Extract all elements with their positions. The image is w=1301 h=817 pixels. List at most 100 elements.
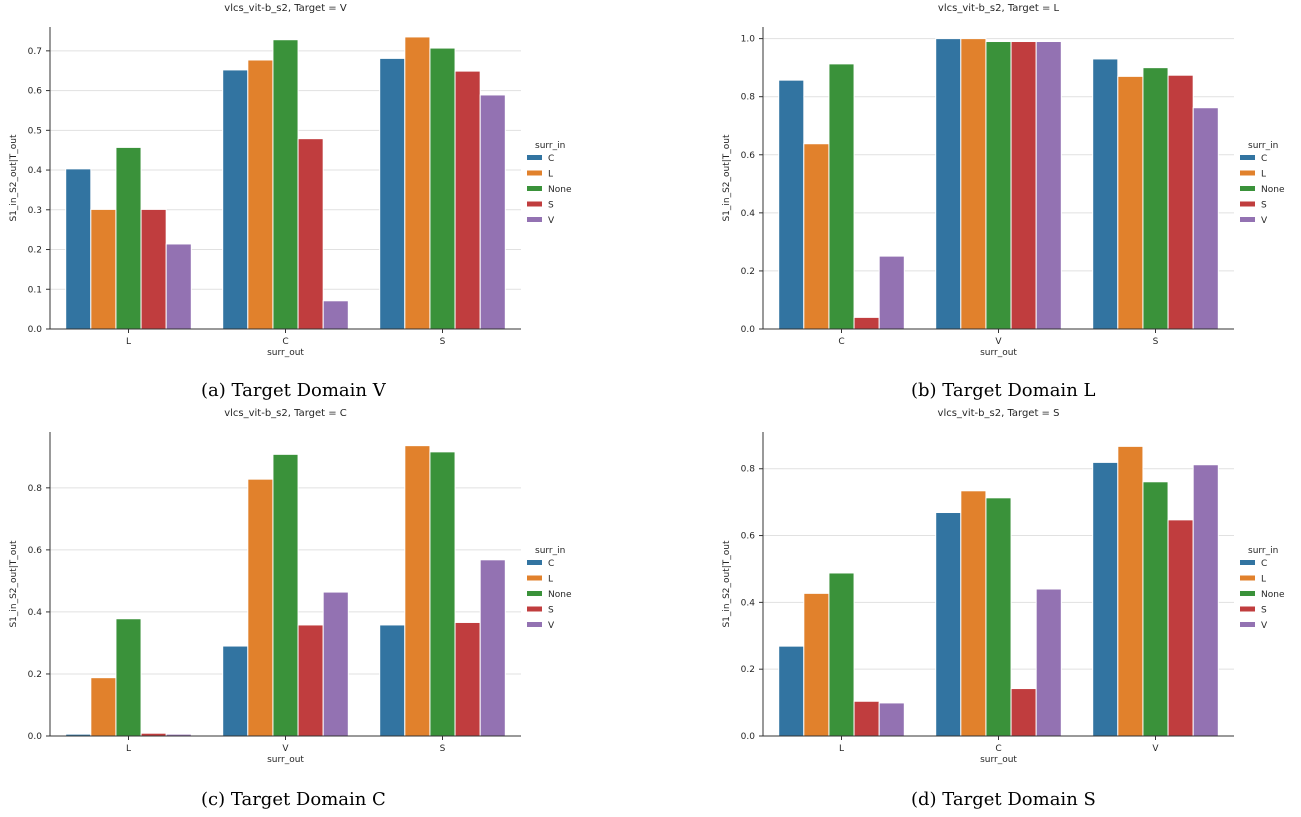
bar-v-s — [1192, 107, 1219, 330]
bar-s-s — [1167, 74, 1194, 330]
bar-v-v — [322, 591, 349, 737]
bar-v-s — [479, 559, 506, 737]
legend-swatch-c — [1240, 560, 1255, 565]
y-axis-label: S1_in_S2_out|T_out — [9, 134, 19, 222]
y-tick-label: 0.6 — [28, 546, 43, 556]
bar-c-v — [935, 38, 962, 330]
legend-label-none: None — [548, 185, 572, 195]
legend-title: surr_in — [535, 546, 565, 556]
legend-title: surr_in — [535, 141, 565, 151]
legend-swatch-s — [1240, 606, 1255, 612]
x-tick-label: L — [126, 337, 131, 347]
chart-title: vlcs_vit-b_s2, Target = V — [224, 3, 347, 14]
bar-v-l — [878, 702, 905, 737]
legend-label-none: None — [1261, 185, 1285, 195]
y-axis-label: S1_in_S2_out|T_out — [9, 540, 19, 628]
x-tick-label: S — [440, 337, 446, 347]
bar-l-c — [247, 59, 274, 330]
bar-s-c — [1010, 688, 1037, 737]
bar-l-s — [404, 445, 431, 737]
bar-s-v — [1010, 41, 1037, 330]
bar-none-v — [1142, 481, 1169, 737]
chart-title: vlcs_vit-b_s2, Target = C — [224, 408, 347, 419]
bar-c-c — [935, 512, 962, 737]
y-tick-label: 0.2 — [28, 670, 42, 680]
bar-c-s — [379, 624, 406, 737]
legend-label-s: S — [1261, 606, 1267, 616]
bar-l-c — [960, 490, 987, 737]
bar-none-c — [272, 39, 299, 330]
legend-label-v: V — [548, 621, 555, 631]
bar-l-v — [1117, 445, 1144, 737]
bar-c-c — [222, 69, 249, 330]
chart-title: vlcs_vit-b_s2, Target = S — [938, 408, 1060, 419]
bar-none-c — [828, 63, 855, 330]
bar-v-c — [878, 255, 905, 330]
legend-swatch-v — [527, 217, 542, 222]
legend-swatch-v — [1240, 622, 1255, 627]
legend: surr_in CL None SV — [527, 546, 572, 631]
legend-swatch-c — [1240, 155, 1255, 160]
legend-swatch-none — [527, 186, 542, 191]
y-tick-label: 0.8 — [741, 465, 756, 475]
legend-swatch-l — [527, 170, 542, 176]
legend-label-l: L — [1261, 170, 1266, 180]
legend-label-c: C — [548, 559, 554, 569]
y-tick-label: 0.0 — [741, 732, 756, 742]
legend-swatch-l — [527, 575, 542, 581]
legend-swatch-c — [527, 560, 542, 565]
legend-swatch-s — [527, 201, 542, 207]
y-tick-label: 0.0 — [741, 325, 756, 335]
y-tick-label: 0.6 — [741, 532, 756, 542]
bar-s-v — [297, 624, 324, 737]
bar-l-s — [1117, 75, 1144, 330]
bar-c-s — [379, 57, 406, 330]
bar-none-c — [985, 497, 1012, 737]
legend-label-c: C — [1261, 559, 1267, 569]
legend-label-l: L — [548, 575, 553, 585]
x-tick-label: C — [282, 337, 288, 347]
y-tick-label: 0.4 — [741, 598, 756, 608]
legend-swatch-l — [1240, 170, 1255, 176]
caption-target-l: (b) Target Domain L — [911, 380, 1096, 401]
bar-v-v — [1192, 464, 1219, 737]
legend-label-s: S — [548, 606, 554, 616]
legend: surr_in CL None SV — [527, 141, 572, 226]
legend-swatch-v — [1240, 217, 1255, 222]
legend-label-l: L — [548, 170, 553, 180]
legend-swatch-s — [1240, 201, 1255, 207]
y-tick-label: 0.4 — [28, 608, 43, 618]
legend-swatch-none — [1240, 186, 1255, 191]
legend-label-none: None — [548, 590, 572, 600]
bar-c-c — [778, 79, 805, 330]
bar-l-v — [247, 478, 274, 737]
x-axis-label: surr_out — [267, 348, 304, 358]
legend-label-s: S — [1261, 201, 1267, 211]
x-axis-label: surr_out — [980, 755, 1017, 765]
chart-panel-0: 0.00.10.20.30.40.50.60.7L C Svlcs_vit-b_s2… — [9, 3, 572, 358]
chart-title: vlcs_vit-b_s2, Target = L — [938, 3, 1060, 14]
legend-swatch-c — [527, 155, 542, 160]
y-tick-label: 1.0 — [741, 35, 756, 45]
legend-label-none: None — [1261, 590, 1285, 600]
y-tick-label: 0.8 — [28, 484, 43, 494]
legend-label-l: L — [1261, 575, 1266, 585]
bar-v-c — [1035, 588, 1062, 737]
legend-title: surr_in — [1248, 546, 1278, 556]
bar-l-l — [90, 208, 117, 330]
caption-target-s: (d) Target Domain S — [911, 789, 1096, 810]
x-axis-label: surr_out — [267, 755, 304, 765]
y-tick-label: 0.6 — [741, 151, 756, 161]
y-tick-label: 0.2 — [28, 246, 42, 256]
bar-s-s — [454, 621, 481, 737]
bar-s-s — [454, 70, 481, 330]
legend-label-v: V — [1261, 216, 1268, 226]
bar-l-s — [404, 36, 431, 330]
y-tick-label: 0.0 — [28, 732, 43, 742]
x-tick-label: L — [839, 744, 844, 754]
bar-none-s — [429, 47, 456, 330]
